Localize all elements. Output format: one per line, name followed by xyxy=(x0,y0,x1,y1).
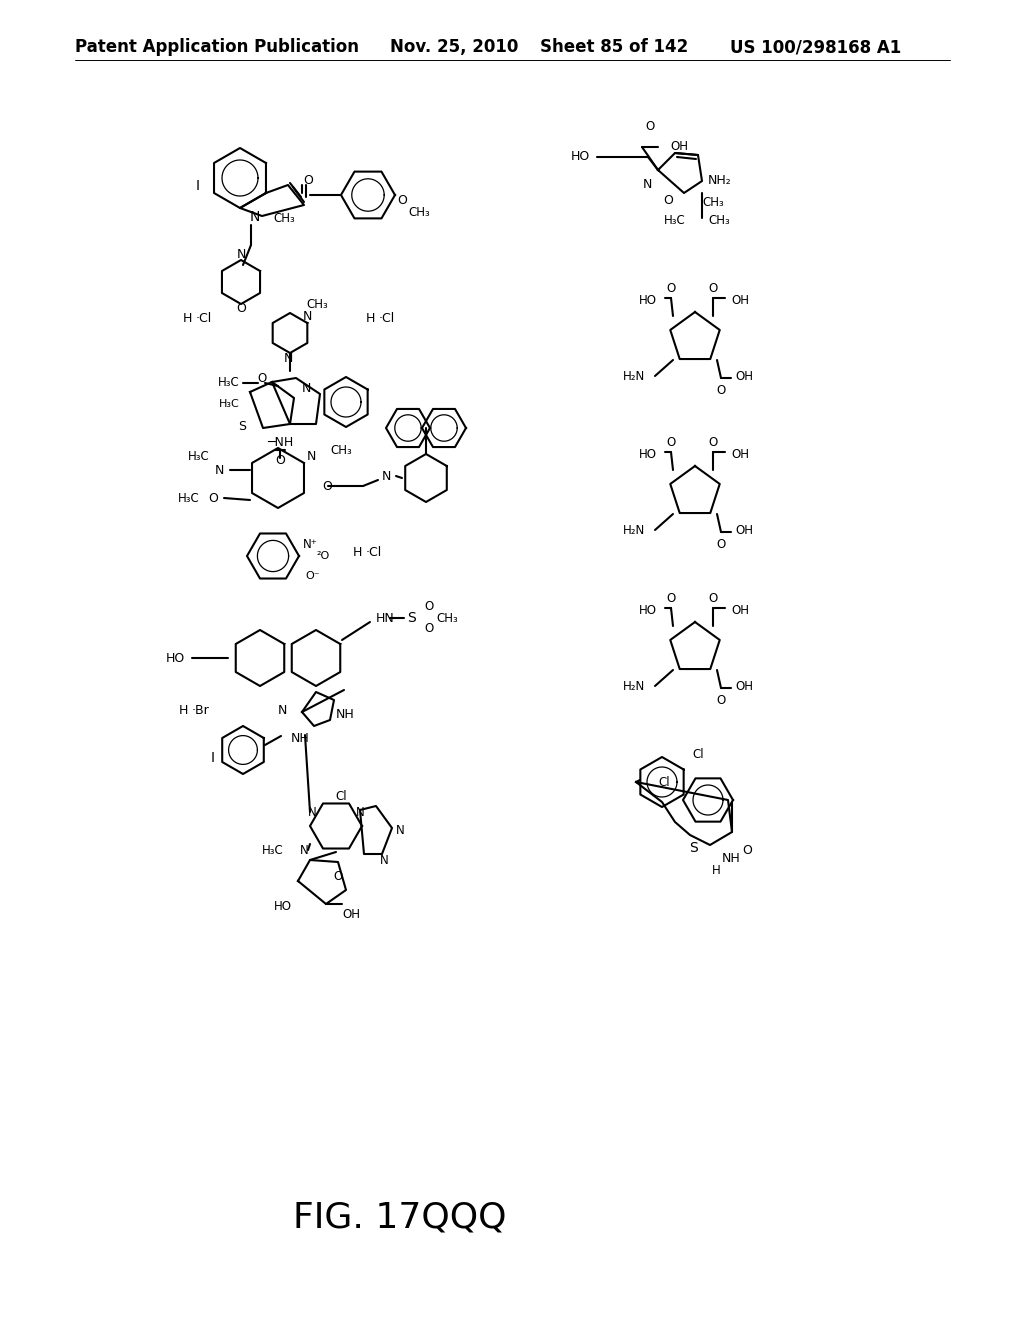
Text: ·Cl: ·Cl xyxy=(379,312,395,325)
Text: CH₃: CH₃ xyxy=(273,213,295,226)
Text: Sheet 85 of 142: Sheet 85 of 142 xyxy=(540,38,688,55)
Text: N: N xyxy=(278,704,287,717)
Text: O: O xyxy=(208,491,218,504)
Text: O: O xyxy=(334,870,343,883)
Text: HO: HO xyxy=(570,150,590,164)
Text: O⁻: O⁻ xyxy=(305,572,319,581)
Text: N: N xyxy=(355,805,365,818)
Text: I: I xyxy=(196,180,200,193)
Text: Cl: Cl xyxy=(335,789,347,803)
Text: OH: OH xyxy=(731,603,749,616)
Text: HO: HO xyxy=(166,652,185,664)
Text: N: N xyxy=(307,805,316,818)
Text: H₃C: H₃C xyxy=(218,376,240,389)
Text: US 100/298168 A1: US 100/298168 A1 xyxy=(730,38,901,55)
Text: NH₂: NH₂ xyxy=(708,174,732,187)
Text: OH: OH xyxy=(735,370,753,383)
Text: FIG. 17QQQ: FIG. 17QQQ xyxy=(293,1201,507,1236)
Text: O: O xyxy=(709,281,718,294)
Text: H₂N: H₂N xyxy=(623,680,645,693)
Text: O: O xyxy=(709,591,718,605)
Text: O: O xyxy=(397,194,407,206)
Text: N: N xyxy=(215,463,224,477)
Text: HN: HN xyxy=(376,611,394,624)
Text: O: O xyxy=(667,436,676,449)
Text: O: O xyxy=(424,622,433,635)
Text: O: O xyxy=(667,591,676,605)
Text: N: N xyxy=(300,843,309,857)
Text: CH₃: CH₃ xyxy=(330,444,352,457)
Text: N: N xyxy=(380,854,388,866)
Text: I: I xyxy=(211,751,215,766)
Text: H₂N: H₂N xyxy=(623,524,645,536)
Text: H: H xyxy=(182,312,193,325)
Text: S: S xyxy=(408,611,417,624)
Text: NH: NH xyxy=(291,731,309,744)
Text: H: H xyxy=(366,312,375,325)
Text: O: O xyxy=(664,194,673,206)
Text: O: O xyxy=(717,537,726,550)
Text: ─NH: ─NH xyxy=(267,436,293,449)
Text: O: O xyxy=(303,174,313,187)
Text: H: H xyxy=(178,704,188,717)
Text: O: O xyxy=(237,302,246,315)
Text: ·Cl: ·Cl xyxy=(366,546,382,560)
Text: N: N xyxy=(306,450,316,462)
Text: OH: OH xyxy=(731,293,749,306)
Text: H₂N: H₂N xyxy=(623,370,645,383)
Text: O: O xyxy=(709,436,718,449)
Text: O: O xyxy=(424,599,433,612)
Text: ·Cl: ·Cl xyxy=(196,312,212,325)
Text: H₃C: H₃C xyxy=(219,399,240,409)
Text: N: N xyxy=(301,381,310,395)
Text: OH: OH xyxy=(342,908,360,920)
Text: O: O xyxy=(645,120,654,133)
Text: CH₃: CH₃ xyxy=(708,214,730,227)
Text: N⁺: N⁺ xyxy=(303,537,317,550)
Text: O: O xyxy=(717,693,726,706)
Text: CH₃: CH₃ xyxy=(436,611,458,624)
Text: S: S xyxy=(238,420,246,433)
Text: N: N xyxy=(250,210,260,224)
Text: O: O xyxy=(322,479,332,492)
Text: N: N xyxy=(381,470,391,483)
Text: O: O xyxy=(717,384,726,396)
Text: CH₃: CH₃ xyxy=(408,206,430,219)
Text: H: H xyxy=(712,863,720,876)
Text: OH: OH xyxy=(735,524,753,536)
Text: HO: HO xyxy=(274,899,292,912)
Text: H: H xyxy=(352,546,362,560)
Text: ²O: ²O xyxy=(317,550,331,561)
Text: N: N xyxy=(303,309,312,322)
Text: OH: OH xyxy=(735,680,753,693)
Text: HO: HO xyxy=(639,447,657,461)
Text: O: O xyxy=(275,454,285,467)
Text: Cl: Cl xyxy=(658,776,670,788)
Text: H₃C: H₃C xyxy=(665,214,686,227)
Text: NH: NH xyxy=(722,851,740,865)
Text: CH₃: CH₃ xyxy=(702,197,724,210)
Text: HO: HO xyxy=(639,293,657,306)
Text: OH: OH xyxy=(731,447,749,461)
Text: N: N xyxy=(284,351,293,364)
Text: O: O xyxy=(742,843,752,857)
Text: CH₃: CH₃ xyxy=(306,298,328,312)
Text: Patent Application Publication: Patent Application Publication xyxy=(75,38,359,55)
Text: H₃C: H₃C xyxy=(262,843,284,857)
Text: N: N xyxy=(237,248,246,261)
Text: O: O xyxy=(257,371,266,384)
Text: Cl: Cl xyxy=(692,747,703,760)
Text: HO: HO xyxy=(639,603,657,616)
Text: NH: NH xyxy=(336,708,354,721)
Text: H₃C: H₃C xyxy=(178,491,200,504)
Text: H₃C: H₃C xyxy=(188,450,210,462)
Text: N: N xyxy=(643,178,652,191)
Text: Nov. 25, 2010: Nov. 25, 2010 xyxy=(390,38,518,55)
Text: S: S xyxy=(689,841,698,855)
Text: N: N xyxy=(396,825,404,837)
Text: ·Br: ·Br xyxy=(193,704,210,717)
Text: OH: OH xyxy=(670,140,688,153)
Text: O: O xyxy=(667,281,676,294)
